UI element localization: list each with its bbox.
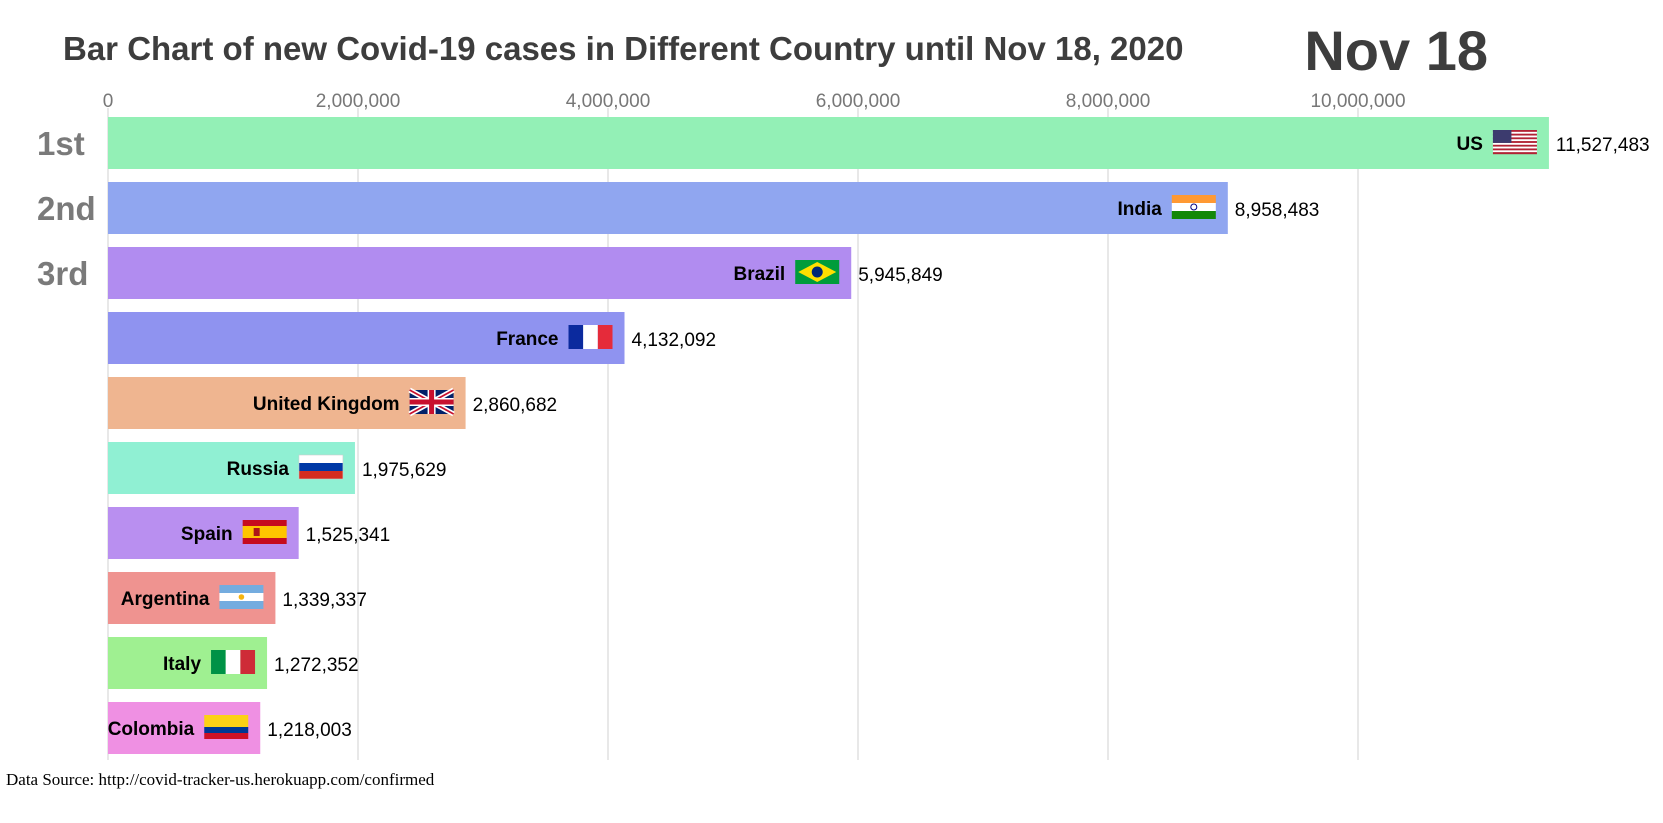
bar-value-label: 1,339,337 [282,590,367,611]
brazil-flag [795,260,840,284]
uk-flag [408,387,455,417]
bar-name-label: Brazil [733,264,785,285]
spain-flag [242,520,287,544]
bar-name-label: Italy [163,654,201,675]
bar-value-label: 1,272,352 [274,655,359,676]
x-tick-label: 6,000,000 [816,91,901,112]
bar-us [108,117,1549,169]
bar-value-label: 1,218,003 [267,720,352,741]
bar-name-label: Colombia [108,719,195,740]
bar-name-label: Spain [181,524,233,545]
bar-value-label: 1,525,341 [306,525,391,546]
bar-india [108,182,1228,234]
rank-label: 2nd [37,190,96,227]
bar-name-label: Argentina [121,589,210,610]
chart-title: Bar Chart of new Covid-19 cases in Diffe… [63,30,1184,67]
bar-value-label: 4,132,092 [632,330,717,351]
bar-france [108,312,625,364]
bar-united-kingdom [108,377,466,429]
bar-value-label: 1,975,629 [362,460,447,481]
bar-value-label: 11,527,483 [1556,135,1650,156]
x-tick-label: 0 [103,91,114,112]
russia-flag [298,454,344,480]
bar-name-label: Russia [227,459,290,480]
bar-brazil [108,247,852,299]
x-tick-label: 4,000,000 [566,91,651,112]
argentina-flag [219,585,264,609]
bar-name-label: France [496,329,558,350]
rank-label: 3rd [37,255,88,292]
date-label: Nov 18 [1304,19,1488,82]
bar-value-label: 8,958,483 [1235,200,1320,221]
bar-value-label: 2,860,682 [473,395,558,416]
colombia-flag [204,715,249,739]
france-flag [568,325,613,349]
rank-label: 1st [37,125,85,162]
x-tick-label: 8,000,000 [1066,91,1151,112]
india-flag [1171,195,1216,219]
bar-name-label: United Kingdom [253,394,400,415]
x-tick-label: 10,000,000 [1310,91,1405,112]
data-source: Data Source: http://covid-tracker-us.her… [6,770,435,789]
bar-name-label: US [1457,134,1483,155]
x-tick-label: 2,000,000 [316,91,401,112]
bars: US India Brazil France United Kingdom Russia S… [108,117,1549,754]
italy-flag [211,650,256,674]
bar-name-label: India [1117,199,1162,220]
us-flag [1492,130,1537,155]
bar-value-label: 5,945,849 [858,265,943,286]
